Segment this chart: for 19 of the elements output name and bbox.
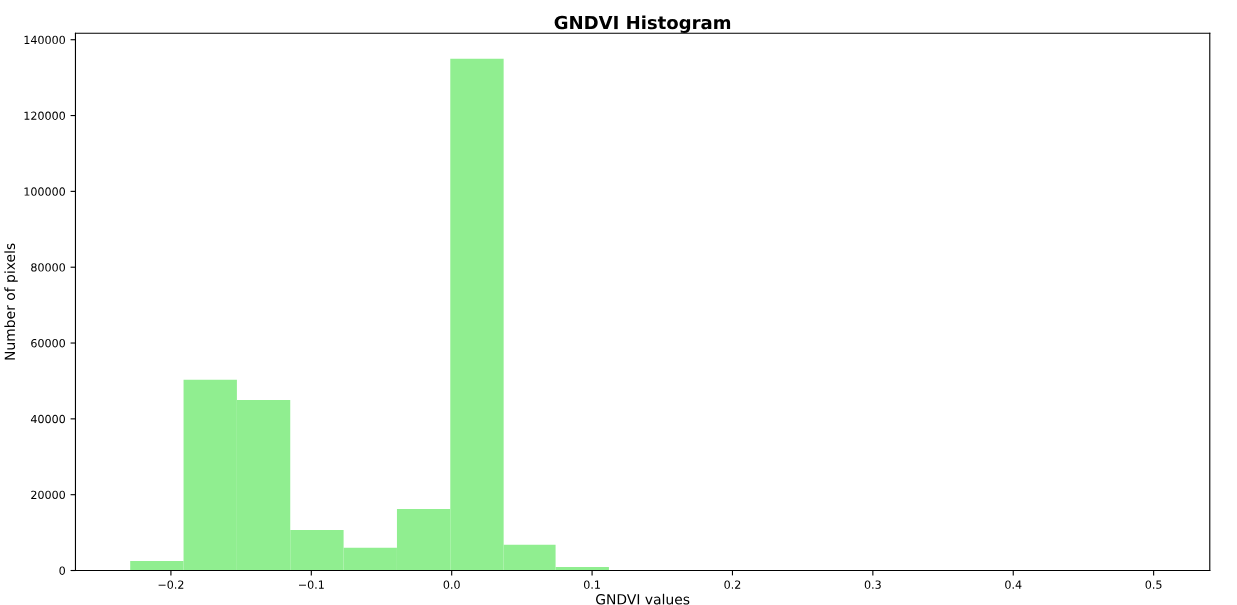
y-tick-label: 0: [59, 566, 65, 575]
x-tick-label: 0.1: [583, 580, 600, 589]
y-tick-label: 20000: [31, 490, 65, 500]
y-tick-label: 120000: [24, 111, 65, 120]
y-tick-label: 60000: [31, 339, 65, 348]
y-axis-title: Number of pixels: [4, 243, 18, 360]
x-tick-label: 0.0: [443, 580, 460, 589]
x-tick-label: −0.1: [298, 580, 324, 589]
chart-title: GNDVI Histogram: [554, 15, 731, 33]
x-tick-label: 0.3: [864, 580, 881, 589]
x-tick-label: 0.5: [1145, 580, 1162, 589]
x-tick-label: 0.4: [1005, 580, 1022, 589]
y-tick-label: 80000: [31, 263, 65, 272]
x-tick-label: 0.2: [724, 580, 741, 589]
x-axis-title: GNDVI values: [596, 593, 690, 605]
y-tick-label: 40000: [30, 414, 65, 424]
y-tick-label: 140000: [24, 35, 65, 45]
y-tick-label: 100000: [24, 187, 65, 196]
x-tick-label: −0.2: [158, 580, 184, 589]
